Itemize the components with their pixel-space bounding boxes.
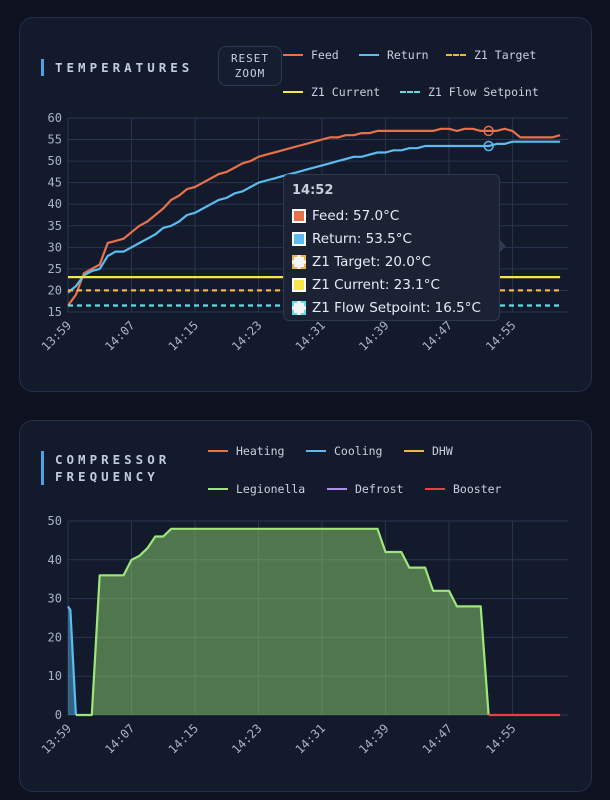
tooltip-swatch — [292, 208, 306, 223]
x-tick-label: 14:55 — [483, 318, 518, 353]
x-tick-label: 14:39 — [356, 318, 391, 353]
hover-point-return — [483, 140, 494, 152]
x-tick-label: 14:39 — [356, 721, 391, 756]
legend-return[interactable]: Return — [359, 48, 429, 62]
y-tick-label: 35 — [48, 219, 62, 233]
legend-cooling[interactable]: Cooling — [306, 444, 382, 458]
series-line-legionella[interactable] — [75, 527, 490, 717]
legend-z1-target[interactable]: Z1 Target — [446, 48, 536, 62]
legend-swatch — [404, 450, 424, 452]
y-tick-label: 40 — [48, 553, 62, 567]
temperatures-card: TEMPERATURES RESET ZOOM Feed Return Z1 Tar… — [19, 17, 592, 392]
x-tick-label: 14:07 — [102, 721, 137, 756]
tooltip-row: Z1 Flow Setpoint: 16.5°C — [292, 296, 491, 319]
y-tick-label: 30 — [48, 592, 62, 606]
legend-label: Feed — [311, 48, 339, 62]
legend-legionella[interactable]: Legionella — [208, 482, 305, 496]
tooltip-row: Return: 53.5°C — [292, 227, 491, 250]
y-tick-label: 55 — [48, 133, 62, 147]
legend-z1-flow-setpoint[interactable]: Z1 Flow Setpoint — [400, 85, 539, 99]
x-tick-label: 13:59 — [39, 721, 74, 756]
tooltip-label: Feed: 57.0°C — [312, 207, 400, 224]
tooltip-row: Feed: 57.0°C — [292, 204, 491, 227]
x-tick-label: 14:55 — [483, 721, 518, 756]
x-tick-label: 14:15 — [166, 318, 201, 353]
legend-z1-current[interactable]: Z1 Current — [283, 85, 380, 99]
x-tick-label: 14:07 — [102, 318, 137, 353]
legend-label: Z1 Current — [311, 85, 381, 99]
series-line-feed[interactable] — [67, 127, 561, 307]
series-area-legionella — [75, 528, 489, 715]
y-tick-label: 20 — [48, 283, 62, 297]
legend-label: Defrost — [355, 482, 404, 496]
x-tick-label: 14:31 — [293, 318, 328, 353]
legend-defrost[interactable]: Defrost — [327, 482, 403, 496]
legend-swatch — [327, 488, 347, 490]
x-tick-label: 14:23 — [229, 721, 264, 756]
y-tick-label: 15 — [48, 305, 62, 319]
y-tick-label: 50 — [48, 154, 62, 168]
tooltip-label: Z1 Target: 20.0°C — [312, 253, 431, 270]
tooltip-swatch — [292, 231, 306, 246]
tooltip-label: Z1 Flow Setpoint: 16.5°C — [312, 299, 481, 316]
y-tick-label: 50 — [48, 514, 62, 528]
legend-swatch — [208, 450, 228, 452]
tooltip-time: 14:52 — [292, 183, 334, 198]
legend-dhw[interactable]: DHW — [404, 444, 453, 458]
tooltip-row: Z1 Target: 20.0°C — [292, 250, 491, 273]
legend-swatch — [306, 450, 326, 452]
x-tick-label: 14:47 — [420, 721, 455, 756]
reset-zoom-button[interactable]: RESET ZOOM — [218, 46, 282, 86]
legend-feed[interactable]: Feed — [283, 48, 339, 62]
legend-label: Heating — [236, 444, 285, 458]
y-tick-label: 25 — [48, 262, 62, 276]
legend-label: Booster — [453, 482, 502, 496]
legend-label: Cooling — [334, 444, 383, 458]
legend-label: Z1 Target — [474, 48, 537, 62]
x-tick-label: 14:23 — [229, 318, 264, 353]
legend-swatch — [208, 488, 228, 490]
series-line-cooling[interactable] — [67, 605, 77, 716]
tooltip-label: Return: 53.5°C — [312, 230, 412, 247]
tooltip-swatch — [292, 254, 306, 269]
legend-label: Return — [387, 48, 429, 62]
legend-swatch — [400, 91, 420, 93]
legend-booster[interactable]: Booster — [425, 482, 501, 496]
x-tick-label: 14:47 — [420, 318, 455, 353]
y-tick-label: 20 — [48, 630, 62, 644]
y-tick-label: 0 — [55, 708, 62, 722]
temperatures-title: TEMPERATURES — [41, 59, 193, 76]
legend-heating[interactable]: Heating — [208, 444, 284, 458]
legend-label: DHW — [432, 444, 453, 458]
chart-tooltip: 14:52 Feed: 57.0°C Return: 53.5°C Z1 Targe… — [283, 174, 506, 321]
x-tick-label: 14:15 — [166, 721, 201, 756]
y-tick-label: 45 — [48, 176, 62, 190]
y-tick-label: 10 — [48, 669, 62, 683]
y-tick-label: 60 — [48, 111, 62, 125]
legend-label: Z1 Flow Setpoint — [428, 85, 539, 99]
tooltip-label: Z1 Current: 23.1°C — [312, 276, 440, 293]
legend-swatch — [446, 54, 466, 56]
x-tick-label: 13:59 — [39, 318, 74, 353]
x-tick-label: 14:31 — [293, 721, 328, 756]
series-line-return[interactable] — [67, 140, 561, 294]
tooltip-arrow — [499, 239, 506, 253]
y-tick-label: 30 — [48, 240, 62, 254]
legend-swatch — [425, 488, 445, 490]
tooltip-swatch — [292, 277, 306, 292]
tooltip-row: Z1 Current: 23.1°C — [292, 273, 491, 296]
legend-swatch — [283, 54, 303, 56]
legend-label: Legionella — [236, 482, 306, 496]
legend-swatch — [283, 91, 303, 93]
y-tick-label: 40 — [48, 197, 62, 211]
hover-point-feed — [483, 125, 494, 137]
compressor-title: COMPRESSOR FREQUENCY — [41, 451, 170, 485]
tooltip-swatch — [292, 300, 306, 315]
legend-swatch — [359, 54, 379, 56]
compressor-card: COMPRESSOR FREQUENCY Heating Cooling DHW Le… — [19, 420, 592, 792]
compressor-chart[interactable]: 0 10 20 30 40 50 13:59 14:07 14:15 14:23 14:31 14:3… — [20, 421, 593, 793]
